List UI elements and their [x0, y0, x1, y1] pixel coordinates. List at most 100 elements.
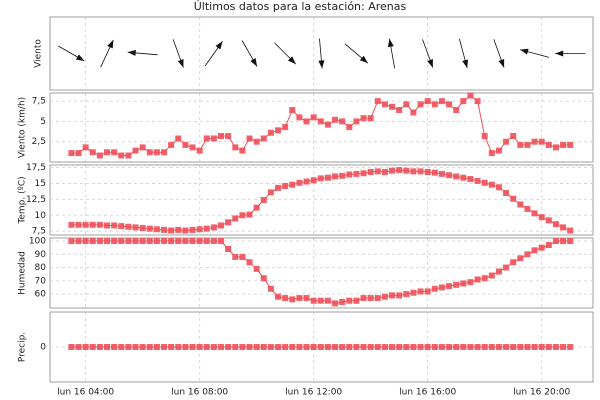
- y-axis-label: Viento (km/h): [18, 97, 28, 158]
- point-marker: [389, 103, 396, 110]
- point-marker: [104, 149, 111, 156]
- point-marker: [118, 223, 125, 230]
- point-marker: [460, 174, 467, 181]
- point-marker: [560, 344, 567, 350]
- point-marker: [139, 238, 146, 245]
- point-marker: [460, 344, 467, 350]
- point-marker: [132, 344, 139, 350]
- point-marker: [189, 226, 196, 233]
- point-marker: [545, 141, 552, 148]
- point-marker: [75, 150, 82, 157]
- point-marker: [552, 144, 559, 151]
- point-marker: [218, 344, 225, 350]
- point-marker: [246, 344, 253, 350]
- wind-arrow: [318, 38, 325, 69]
- point-marker: [267, 285, 274, 292]
- chart-title: Últimos datos para la estación: Arenas: [194, 0, 407, 13]
- y-axis-label: Humedad: [18, 251, 28, 295]
- point-marker: [260, 344, 267, 350]
- point-marker: [225, 246, 232, 253]
- point-marker: [289, 344, 296, 350]
- point-marker: [545, 242, 552, 249]
- point-marker: [232, 253, 239, 260]
- point-marker: [132, 224, 139, 231]
- point-marker: [68, 344, 75, 350]
- point-marker: [560, 238, 567, 245]
- point-marker: [488, 272, 495, 279]
- point-marker: [232, 215, 239, 222]
- point-marker: [253, 138, 260, 145]
- point-marker: [104, 344, 111, 350]
- point-marker: [396, 344, 403, 350]
- point-marker: [203, 344, 210, 350]
- point-marker: [510, 133, 517, 140]
- point-marker: [168, 344, 175, 350]
- point-marker: [567, 141, 574, 148]
- point-marker: [303, 295, 310, 302]
- point-marker: [517, 201, 524, 208]
- point-marker: [111, 238, 118, 245]
- point-marker: [552, 221, 559, 228]
- point-marker: [474, 98, 481, 105]
- point-marker: [232, 144, 239, 151]
- point-marker: [175, 226, 182, 233]
- point-marker: [289, 181, 296, 188]
- point-marker: [153, 238, 160, 245]
- point-marker: [153, 226, 160, 233]
- point-marker: [346, 124, 353, 131]
- point-marker: [68, 238, 75, 245]
- wind-arrow: [172, 39, 184, 68]
- point-marker: [232, 344, 239, 350]
- point-marker: [524, 141, 531, 148]
- x-tick-label: lun 16 04:00: [57, 388, 114, 398]
- point-marker: [175, 238, 182, 245]
- point-marker: [82, 238, 89, 245]
- point-marker: [552, 344, 559, 350]
- wind-arrow: [274, 42, 297, 65]
- y-axis-label: Temp. (ºC): [18, 176, 28, 224]
- point-marker: [89, 344, 96, 350]
- point-marker: [410, 168, 417, 175]
- point-marker: [374, 98, 381, 105]
- point-marker: [531, 344, 538, 350]
- point-marker: [524, 251, 531, 258]
- point-marker: [389, 344, 396, 350]
- wind-arrow: [422, 39, 434, 68]
- point-marker: [96, 344, 103, 350]
- point-marker: [203, 225, 210, 232]
- point-marker: [381, 293, 388, 300]
- point-marker: [168, 227, 175, 234]
- point-marker: [324, 121, 331, 128]
- wind-arrow: [241, 40, 258, 67]
- point-marker: [260, 275, 267, 282]
- point-marker: [538, 344, 545, 350]
- point-marker: [89, 221, 96, 228]
- wind-arrow: [344, 43, 369, 64]
- point-marker: [531, 247, 538, 254]
- point-marker: [353, 118, 360, 125]
- point-marker: [282, 124, 289, 131]
- point-marker: [332, 300, 339, 307]
- x-tick-label: lun 16 08:00: [171, 388, 228, 398]
- point-marker: [260, 197, 267, 203]
- point-marker: [446, 283, 453, 290]
- panel-frame: [49, 16, 594, 91]
- point-marker: [317, 344, 324, 350]
- point-marker: [389, 292, 396, 299]
- arrow-head: [520, 48, 529, 55]
- point-marker: [503, 264, 510, 271]
- point-marker: [153, 149, 160, 156]
- arrow-head: [498, 59, 505, 68]
- point-marker: [310, 344, 317, 350]
- y-axis-label: Viento: [34, 39, 44, 68]
- point-marker: [332, 344, 339, 350]
- arrow-head: [127, 49, 136, 56]
- point-marker: [282, 344, 289, 350]
- point-marker: [275, 184, 282, 191]
- point-marker: [503, 344, 510, 350]
- point-marker: [146, 149, 153, 156]
- point-marker: [403, 344, 410, 350]
- point-marker: [296, 114, 303, 121]
- point-marker: [438, 284, 445, 291]
- point-marker: [310, 177, 317, 184]
